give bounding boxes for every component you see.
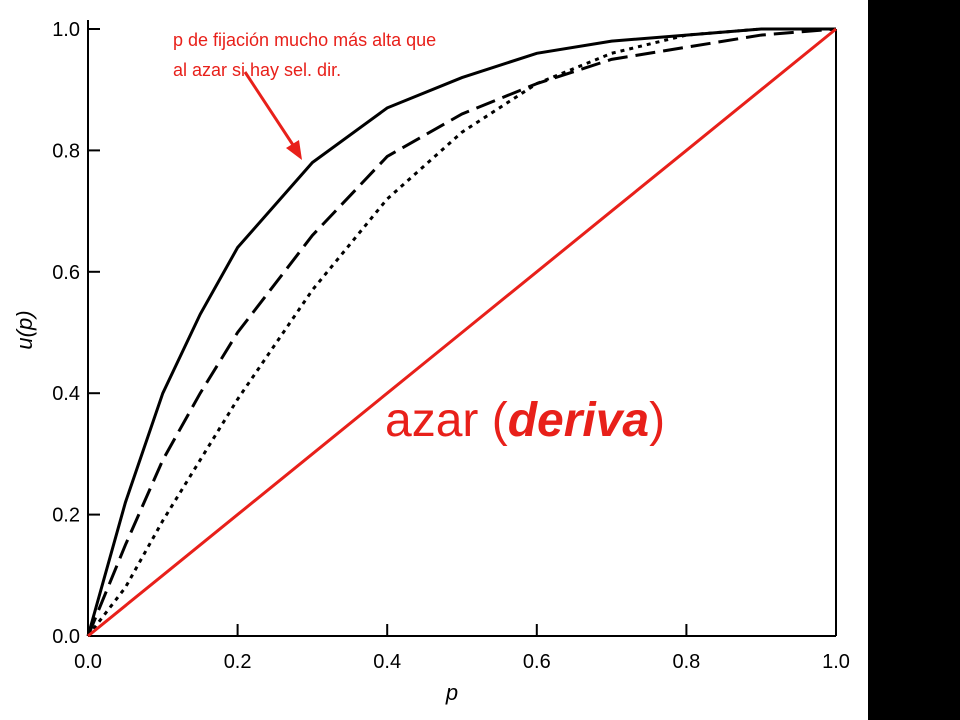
data-line <box>87 27 837 638</box>
y-tick-label: 1.0 <box>52 19 80 41</box>
annotation: p de fijación mucho más alta que <box>173 30 436 50</box>
data-line <box>86 27 837 637</box>
x-tick-label: 0.8 <box>672 651 700 673</box>
arrow <box>243 71 302 160</box>
annotation-part: azar ( <box>385 394 508 447</box>
y-tick-label: 0.4 <box>52 383 80 405</box>
annotation-part: deriva <box>508 394 649 447</box>
annotation: al azar si hay sel. dir. <box>173 60 341 80</box>
y-tick-label: 0.6 <box>52 262 80 284</box>
side-bar <box>868 0 960 720</box>
x-axis-label: p <box>445 680 458 705</box>
y-tick-label: 0.2 <box>52 505 80 527</box>
x-tick-label: 0.6 <box>523 651 551 673</box>
x-tick-label: 0.2 <box>224 651 252 673</box>
y-tick-label: 0.8 <box>52 140 80 162</box>
annotation-part: ) <box>649 394 665 447</box>
x-tick-label: 1.0 <box>822 651 850 673</box>
data-line <box>86 27 836 637</box>
x-tick-label: 0.4 <box>373 651 401 673</box>
data-line <box>86 27 836 637</box>
y-tick-label: 0.0 <box>52 626 80 648</box>
x-tick-label: 0.0 <box>74 651 102 673</box>
y-axis-label: u(p) <box>12 310 37 349</box>
annotation: azar (deriva) <box>385 394 665 447</box>
